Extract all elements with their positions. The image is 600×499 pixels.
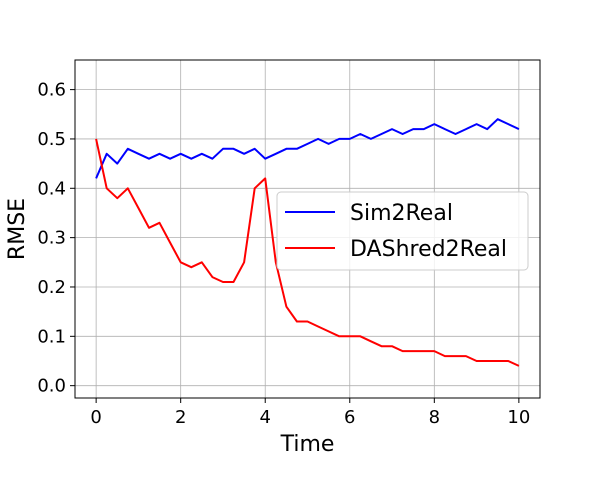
plot-frame [74, 59, 541, 399]
y-tick-label: 0.1 [37, 326, 66, 347]
x-tick-label: 10 [507, 407, 530, 428]
x-tick-label: 8 [429, 407, 440, 428]
y-tick-label: 0.4 [37, 178, 66, 199]
series-line-dashred2real [95, 138, 520, 367]
series-lines [95, 118, 520, 367]
x-tick-label: 2 [175, 407, 186, 428]
x-tick-label: 6 [344, 407, 355, 428]
legend: Sim2Real DAShred2Real [276, 191, 529, 271]
y-tick-label: 0.6 [37, 80, 66, 101]
y-tick-label: 0.5 [37, 129, 66, 150]
legend-box [276, 191, 529, 271]
y-axis-ticks: 0.0 0.1 0.2 0.3 0.4 0.5 0.6 [37, 80, 75, 397]
y-tick-label: 0.2 [37, 277, 66, 298]
legend-label-sim2real: Sim2Real [350, 201, 453, 226]
x-axis-label: Time [280, 432, 335, 457]
x-tick-label: 4 [260, 407, 271, 428]
y-axis-label: RMSE [5, 198, 30, 260]
legend-label-dashred2real: DAShred2Real [350, 237, 507, 262]
x-tick-label: 0 [90, 407, 101, 428]
series-line-sim2real [95, 118, 520, 179]
y-tick-label: 0.0 [37, 376, 66, 397]
y-tick-label: 0.3 [37, 228, 66, 249]
x-axis-ticks: 0 2 4 6 8 10 [90, 398, 530, 428]
